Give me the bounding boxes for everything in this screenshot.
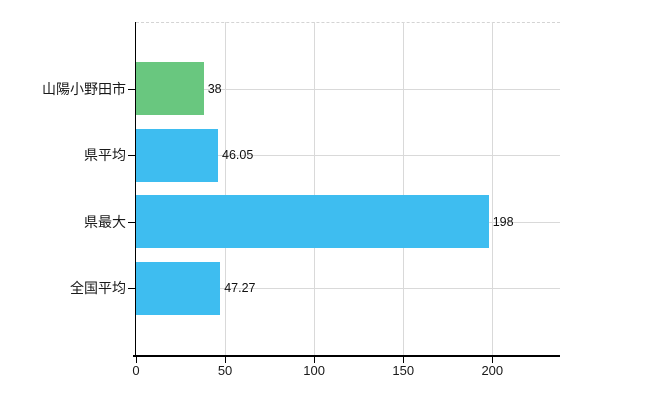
x-tick-label: 100 (303, 363, 325, 378)
plot-top-border (136, 22, 560, 23)
gridline-horizontal (136, 155, 560, 157)
x-tick-label: 0 (132, 363, 140, 378)
gridline-horizontal (136, 288, 560, 290)
x-tick-label: 200 (481, 363, 504, 378)
x-tick-mark (224, 356, 226, 363)
x-tick-mark (491, 356, 493, 363)
x-tick-mark (402, 356, 404, 363)
gridline-vertical (224, 22, 226, 355)
y-tick-mark (128, 288, 135, 290)
x-tick-mark (135, 356, 137, 363)
bar-2 (136, 195, 489, 249)
gridline-vertical (402, 22, 404, 355)
x-tick-mark (313, 356, 315, 363)
y-tick-mark (128, 221, 135, 223)
gridline-vertical (313, 22, 315, 355)
value-label: 198 (492, 214, 514, 229)
bar-1 (136, 128, 219, 182)
x-tick-label: 50 (217, 363, 233, 378)
bar-3 (136, 261, 221, 315)
value-label: 46.05 (222, 148, 254, 163)
category-label: 県平均 (84, 147, 126, 164)
category-label: 山陽小野田市 (42, 80, 126, 97)
x-tick-label: 150 (392, 363, 415, 378)
y-axis-line (134, 22, 136, 356)
x-axis-line (133, 355, 560, 357)
gridline-horizontal (136, 88, 560, 90)
gridline-vertical (491, 22, 493, 355)
bar-0 (136, 62, 204, 116)
y-tick-mark (128, 155, 135, 157)
value-label: 47.27 (224, 281, 256, 296)
category-label: 県最大 (84, 213, 126, 230)
value-label: 38 (207, 81, 222, 96)
category-label: 全国平均 (70, 280, 126, 297)
y-tick-mark (128, 88, 135, 90)
